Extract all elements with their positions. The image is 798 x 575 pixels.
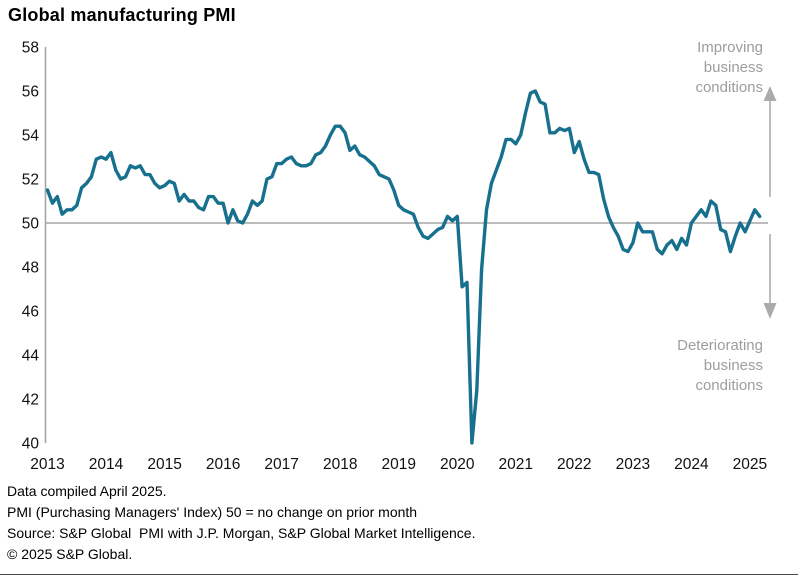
y-tick-label: 40: [22, 436, 40, 453]
x-tick-label: 2025: [733, 456, 767, 473]
annotation-improving-conditions: Improving business conditions: [695, 39, 763, 96]
y-axis-labels: 58 56 54 52 50 48 46 44 42 40: [22, 40, 40, 453]
annotation-deteriorating-conditions: Deteriorating business conditions: [677, 337, 763, 394]
x-tick-label: 2018: [323, 456, 357, 473]
y-tick-label: 54: [22, 128, 40, 145]
up-arrow-head: [763, 86, 777, 101]
y-tick-label: 52: [22, 172, 39, 189]
footnote-pmi-definition: PMI (Purchasing Managers' Index) 50 = no…: [7, 504, 418, 520]
footnote-data-compiled: Data compiled April 2025.: [7, 483, 167, 499]
x-tick-label: 2013: [30, 456, 64, 473]
footnote-source: Source: S&P Global PMI with J.P. Morgan,…: [7, 525, 476, 541]
x-tick-label: 2024: [674, 456, 709, 473]
x-tick-label: 2019: [381, 456, 415, 473]
y-tick-label: 48: [22, 260, 39, 277]
footnotes: Data compiled April 2025. PMI (Purchasin…: [7, 481, 475, 565]
x-tick-label: 2022: [557, 456, 591, 473]
pmi-series-line: [45, 89, 762, 445]
y-tick-label: 44: [22, 348, 40, 365]
x-tick-label: 2015: [147, 456, 181, 473]
x-tick-label: 2014: [89, 456, 124, 473]
x-tick-label: 2021: [499, 456, 533, 473]
y-tick-label: 42: [22, 392, 39, 409]
chart-title: Global manufacturing PMI: [8, 5, 236, 25]
x-tick-label: 2023: [616, 456, 650, 473]
y-tick-label: 50: [22, 216, 40, 233]
y-tick-label: 46: [22, 304, 39, 321]
x-tick-label: 2020: [440, 456, 475, 473]
x-tick-label: 2017: [264, 456, 298, 473]
x-axis-labels: 2013 2014 2015 2016 2017 2018 2019 2020 2021 2022…: [30, 456, 767, 473]
down-arrow-head: [763, 303, 777, 319]
y-tick-label: 56: [22, 84, 39, 101]
x-tick-label: 2016: [206, 456, 240, 473]
y-tick-label: 58: [22, 40, 39, 57]
footnote-copyright: © 2025 S&P Global.: [7, 546, 133, 562]
